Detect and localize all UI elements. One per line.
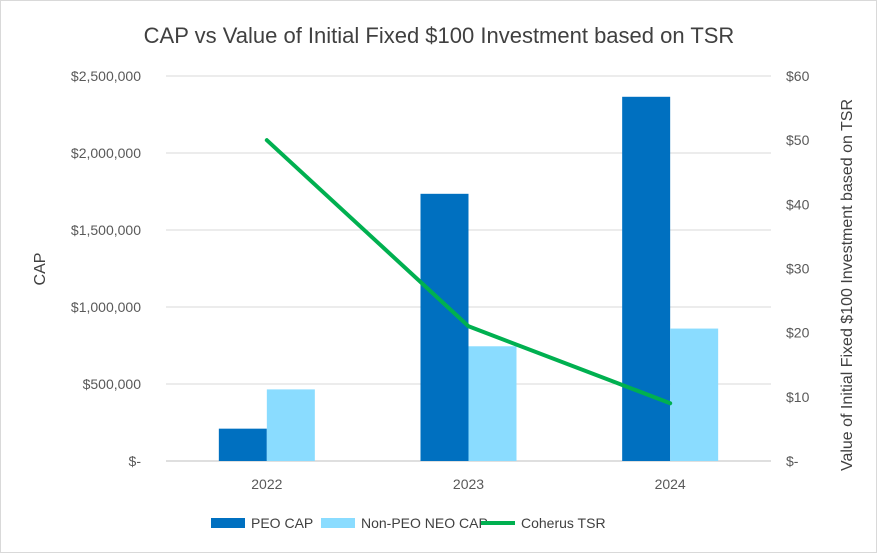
y2-tick-label: $- <box>786 453 799 469</box>
y-tick-label: $2,000,000 <box>71 145 141 161</box>
y2-tick-label: $40 <box>786 196 810 212</box>
y2-tick-label: $10 <box>786 389 810 405</box>
y-axis-title: CAP <box>32 253 49 286</box>
chart-title: CAP vs Value of Initial Fixed $100 Inves… <box>144 23 735 48</box>
bar-non-peo-neo-cap <box>266 389 315 461</box>
legend-item: PEO CAP <box>211 515 313 531</box>
bars <box>218 96 719 461</box>
legend-label: Coherus TSR <box>521 515 606 531</box>
y2-axis-title: Value of Initial Fixed $100 Investment b… <box>839 99 856 471</box>
y-tick-label: $1,000,000 <box>71 299 141 315</box>
x-tick-label: 2023 <box>453 476 484 492</box>
legend-label: Non-PEO NEO CAP <box>361 515 488 531</box>
y2-tick-label: $60 <box>786 68 810 84</box>
bar-non-peo-neo-cap <box>468 346 517 461</box>
legend-item: Non-PEO NEO CAP <box>321 515 488 531</box>
axis-ticks: $- $500,000 $1,000,000 $1,500,000 $2,000,000… <box>71 68 810 492</box>
x-tick-label: 2024 <box>655 476 686 492</box>
bar-peo-cap <box>218 428 267 461</box>
y-tick-label: $500,000 <box>83 376 142 392</box>
y-tick-label: $- <box>129 453 142 469</box>
bar-non-peo-neo-cap <box>670 328 719 461</box>
bar-peo-cap <box>622 96 671 461</box>
y2-tick-label: $30 <box>786 261 810 277</box>
legend: PEO CAP Non-PEO NEO CAP Coherus TSR <box>211 515 606 531</box>
bar-peo-cap <box>420 193 469 461</box>
y2-tick-label: $50 <box>786 132 810 148</box>
legend-item: Coherus TSR <box>481 515 606 531</box>
y-tick-label: $1,500,000 <box>71 222 141 238</box>
legend-swatch <box>321 518 355 528</box>
tsr-line <box>264 138 673 406</box>
x-tick-label: 2022 <box>251 476 282 492</box>
legend-label: PEO CAP <box>251 515 313 531</box>
y-tick-label: $2,500,000 <box>71 68 141 84</box>
legend-swatch <box>211 518 245 528</box>
y2-tick-label: $20 <box>786 325 810 341</box>
